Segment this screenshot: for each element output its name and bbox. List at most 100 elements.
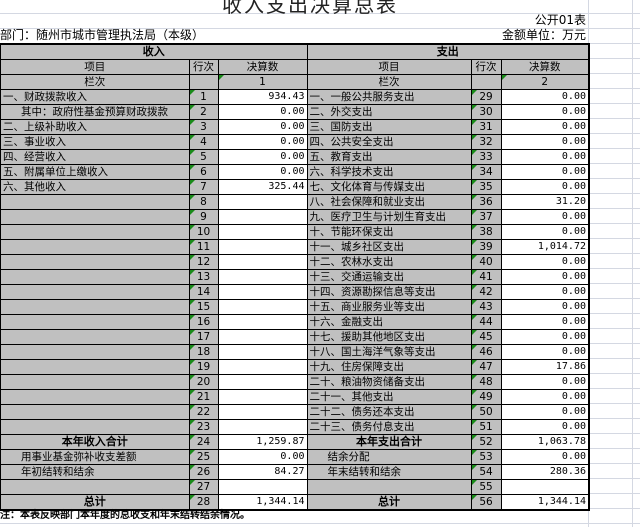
expense-item-label <box>306 479 472 495</box>
income-amount-cell[interactable]: 1,344.14 <box>217 494 308 511</box>
income-row-number: 27 <box>188 479 219 495</box>
expense-row-number: 39 <box>470 239 502 255</box>
table-row: 五、附属单位上缴收入 6 0.00 六、科学技术支出 34 0.00 <box>0 164 590 180</box>
income-amount-cell[interactable]: 1,259.87 <box>217 434 308 450</box>
expense-row-number: 33 <box>470 149 502 165</box>
income-index-empty <box>188 74 219 90</box>
income-amount-cell[interactable] <box>217 419 308 435</box>
income-item-label <box>0 209 190 225</box>
table-row: 18 十八、国土海洋气象等支出 46 0.00 <box>0 344 590 360</box>
income-item-label: 三、事业收入 <box>0 134 190 150</box>
expense-amount-cell[interactable]: 0.00 <box>500 269 590 285</box>
expense-amount-cell[interactable] <box>500 479 590 495</box>
expense-amount-cell[interactable]: 0.00 <box>500 314 590 330</box>
income-row-number: 6 <box>188 164 219 180</box>
income-amount-cell[interactable]: 934.43 <box>217 89 308 105</box>
expense-row-header: 行次 <box>470 59 502 75</box>
income-amount-cell[interactable]: 0.00 <box>217 104 308 120</box>
income-row-number: 15 <box>188 299 219 315</box>
income-amount-cell[interactable] <box>217 194 308 210</box>
expense-amount-cell[interactable]: 0.00 <box>500 329 590 345</box>
income-item-label: 其中：政府性基金预算财政拨款 <box>0 104 190 120</box>
expense-amount-cell[interactable]: 0.00 <box>500 209 590 225</box>
expense-row-number: 38 <box>470 224 502 240</box>
expense-amount-cell[interactable]: 0.00 <box>500 344 590 360</box>
table-row: 20 二十、粮油物资储备支出 48 0.00 <box>0 374 590 390</box>
expense-amount-cell[interactable]: 17.86 <box>500 359 590 375</box>
income-amount-cell[interactable] <box>217 254 308 270</box>
table-row: 15 十五、商业服务业等支出 43 0.00 <box>0 299 590 315</box>
income-item-label <box>0 389 190 405</box>
income-amount-cell[interactable]: 84.27 <box>217 464 308 480</box>
expense-amount-cell[interactable]: 0.00 <box>500 449 590 465</box>
income-amount-cell[interactable] <box>217 314 308 330</box>
expense-amount-cell[interactable]: 31.20 <box>500 194 590 210</box>
income-item-label: 五、附属单位上缴收入 <box>0 164 190 180</box>
table-row: 9 九、医疗卫生与计划生育支出 37 0.00 <box>0 209 590 225</box>
income-amount-cell[interactable]: 0.00 <box>217 149 308 165</box>
department-label: 部门：随州市城市管理执法局（本级） <box>0 28 205 42</box>
expense-amount-cell[interactable]: 1,063.78 <box>500 434 590 450</box>
expense-amount-cell[interactable]: 0.00 <box>500 254 590 270</box>
expense-amount-cell[interactable]: 0.00 <box>500 299 590 315</box>
expense-item-label: 十九、住房保障支出 <box>306 359 472 375</box>
expense-amount-cell[interactable]: 0.00 <box>500 179 590 195</box>
expense-item-label: 总计 <box>306 494 472 511</box>
income-amount-cell[interactable] <box>217 404 308 420</box>
income-amount-cell[interactable] <box>217 269 308 285</box>
expense-amount-cell[interactable]: 0.00 <box>500 404 590 420</box>
income-item-label <box>0 344 190 360</box>
expense-amount-cell[interactable]: 0.00 <box>500 149 590 165</box>
income-amount-cell[interactable] <box>217 344 308 360</box>
table-row: 8 八、社会保障和就业支出 36 31.20 <box>0 194 590 210</box>
income-amount-cell[interactable] <box>217 224 308 240</box>
income-row-number: 2 <box>188 104 219 120</box>
income-amount-cell[interactable] <box>217 209 308 225</box>
footnote: 注：本表反映部门本年度的总收支和年末结转结余情况。 <box>0 510 250 521</box>
income-amount-cell[interactable]: 0.00 <box>217 164 308 180</box>
table-row: 16 十六、金融支出 44 0.00 <box>0 314 590 330</box>
income-amount-cell[interactable] <box>217 479 308 495</box>
table-row: 19 十九、住房保障支出 47 17.86 <box>0 359 590 375</box>
income-amount-cell[interactable] <box>217 374 308 390</box>
expense-amount-cell[interactable]: 0.00 <box>500 389 590 405</box>
expense-amount-cell[interactable]: 0.00 <box>500 104 590 120</box>
expense-item-label: 年末结转和结余 <box>306 464 472 480</box>
expense-amount-cell[interactable]: 0.00 <box>500 134 590 150</box>
expense-amount-cell[interactable]: 0.00 <box>500 419 590 435</box>
expense-section-header: 支出 <box>306 43 590 60</box>
income-row-number: 13 <box>188 269 219 285</box>
income-amount-cell[interactable] <box>217 389 308 405</box>
expense-item-header: 项目 <box>306 59 472 75</box>
income-amount-cell[interactable] <box>217 329 308 345</box>
income-amount-cell[interactable] <box>217 299 308 315</box>
income-amount-cell[interactable] <box>217 284 308 300</box>
expense-amount-cell[interactable]: 280.36 <box>500 464 590 480</box>
expense-row-number: 49 <box>470 389 502 405</box>
income-amount-cell[interactable] <box>217 359 308 375</box>
expense-item-label: 一、一般公共服务支出 <box>306 89 472 105</box>
income-row-number: 3 <box>188 119 219 135</box>
income-amount-cell[interactable]: 0.00 <box>217 119 308 135</box>
income-row-number: 12 <box>188 254 219 270</box>
expense-amount-cell[interactable]: 0.00 <box>500 89 590 105</box>
income-amount-cell[interactable]: 325.44 <box>217 179 308 195</box>
income-amount-cell[interactable]: 0.00 <box>217 134 308 150</box>
expense-amount-cell[interactable]: 0.00 <box>500 284 590 300</box>
expense-amount-header: 决算数 <box>500 59 590 75</box>
expense-amount-cell[interactable]: 0.00 <box>500 164 590 180</box>
expense-item-label: 结余分配 <box>306 449 472 465</box>
expense-item-label: 十一、城乡社区支出 <box>306 239 472 255</box>
income-item-label: 一、财政拨款收入 <box>0 89 190 105</box>
income-amount-cell[interactable]: 0.00 <box>217 449 308 465</box>
expense-item-label: 本年支出合计 <box>306 434 472 450</box>
expense-amount-cell[interactable]: 1,344.14 <box>500 494 590 511</box>
income-amount-cell[interactable] <box>217 239 308 255</box>
expense-amount-cell[interactable]: 0.00 <box>500 374 590 390</box>
expense-amount-cell[interactable]: 0.00 <box>500 119 590 135</box>
income-row-number: 7 <box>188 179 219 195</box>
expense-amount-cell[interactable]: 0.00 <box>500 224 590 240</box>
expense-amount-cell[interactable]: 1,014.72 <box>500 239 590 255</box>
income-row-number: 19 <box>188 359 219 375</box>
table-row: 总计 28 1,344.14 总计 56 1,344.14 <box>0 494 590 511</box>
